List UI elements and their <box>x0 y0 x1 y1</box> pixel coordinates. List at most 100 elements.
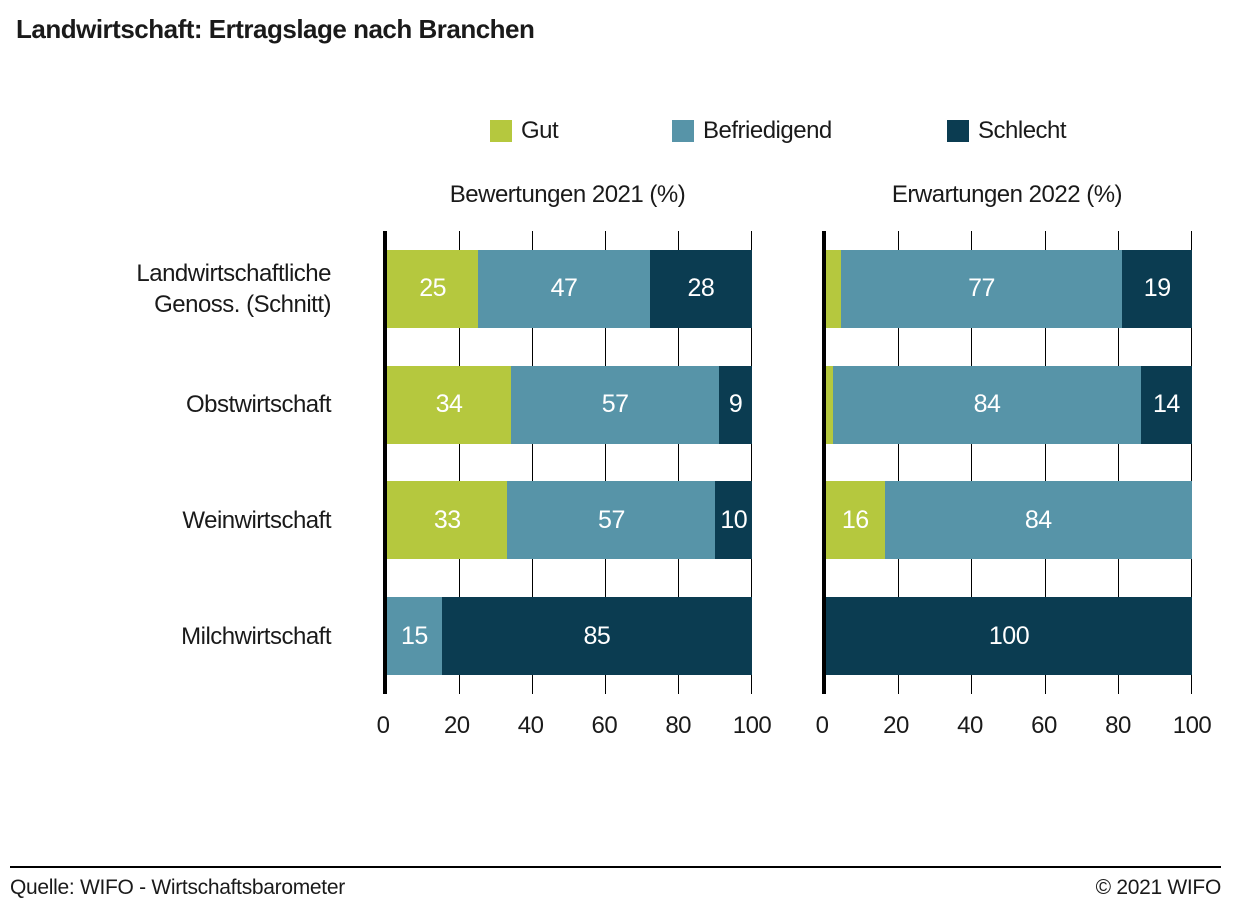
bar-segment-gut: 33 <box>387 481 508 560</box>
legend-item-befriedigend: Befriedigend <box>672 117 832 145</box>
bar-segment-schlecht: 9 <box>719 365 752 444</box>
bar-value-label: 47 <box>550 274 578 303</box>
bar-segment-gut: 25 <box>387 249 479 328</box>
bar-segment-befriedigend: 84 <box>884 481 1192 560</box>
category-labels: Landwirtschaftliche Genoss. (Schnitt) Obst… <box>0 231 383 694</box>
bar-value-label: 84 <box>973 390 1001 419</box>
gridline <box>1191 231 1192 694</box>
stacked-bar: 33 57 10 <box>387 481 752 560</box>
legend-label: Gut <box>521 117 559 144</box>
bar-value-label: 19 <box>1143 274 1171 303</box>
x-tick-label: 20 <box>443 712 470 739</box>
panel-headers: Bewertungen 2021 (%) Erwartungen 2022 (%… <box>0 181 1233 209</box>
bar-value-label: 10 <box>720 505 748 534</box>
bar-segment-befriedigend: 84 <box>833 365 1141 444</box>
bar-segment-schlecht: 10 <box>715 481 752 560</box>
stacked-bar: 84 14 <box>826 365 1192 444</box>
bar-value-label: 25 <box>419 274 447 303</box>
bar-segment-befriedigend: 57 <box>507 481 716 560</box>
x-tick-label: 40 <box>957 712 983 739</box>
legend: Gut Befriedigend Schlecht <box>0 117 1233 145</box>
chart-body: Landwirtschaftliche Genoss. (Schnitt) Obst… <box>0 231 1233 694</box>
bar-segment-schlecht: 85 <box>441 597 752 676</box>
category-label-line: Genoss. (Schnitt) <box>154 290 331 318</box>
x-tick-label: 60 <box>1031 712 1057 739</box>
panel-gap <box>752 231 822 694</box>
legend-item-gut: Gut <box>490 117 559 145</box>
legend-swatch-icon <box>947 120 969 142</box>
bar-value-label: 33 <box>433 505 461 534</box>
x-axis-2021: 0 20 40 60 80 100 <box>377 712 772 744</box>
stacked-bar: 15 85 <box>387 597 752 676</box>
bar-row: 33 57 10 <box>387 463 752 579</box>
bar-segment-befriedigend: 57 <box>511 365 720 444</box>
legend-swatch-icon <box>672 120 694 142</box>
bar-value-label: 85 <box>583 621 611 650</box>
bar-row: 34 57 9 <box>387 347 752 463</box>
header-spacer <box>0 181 383 209</box>
stacked-bar: 25 47 28 <box>387 249 752 328</box>
panel-bewertungen-2021: 25 47 28 34 57 9 33 57 10 15 85 <box>383 231 752 694</box>
stacked-bar: 34 57 9 <box>387 365 752 444</box>
stacked-bar: 77 19 <box>826 249 1192 328</box>
bar-value-label: 9 <box>728 390 743 419</box>
source-text: Quelle: WIFO - Wirtschaftsbarometer <box>10 876 345 899</box>
bar-value-label: 84 <box>1024 505 1052 534</box>
copyright-text: © 2021 WIFO <box>1095 876 1222 899</box>
gridline <box>971 231 973 694</box>
bar-value-label: 100 <box>988 621 1030 650</box>
bar-row: 25 47 28 <box>387 231 752 347</box>
category-label: Milchwirtschaft <box>0 578 383 694</box>
stacked-bar: 16 84 <box>826 481 1192 560</box>
category-label: Obstwirtschaft <box>0 347 383 463</box>
bar-segment-befriedigend: 47 <box>478 249 650 328</box>
x-axis-row: 0 20 40 60 80 100 0 20 40 60 80 100 <box>0 712 1233 744</box>
panel-header-bewertungen-2021: Bewertungen 2021 (%) <box>449 181 686 208</box>
legend-swatch-icon <box>490 120 512 142</box>
category-label-line: Weinwirtschaft <box>182 506 331 534</box>
category-label: Landwirtschaftliche Genoss. (Schnitt) <box>0 231 383 347</box>
legend-label: Schlecht <box>978 117 1067 144</box>
bar-segment-schlecht: 14 <box>1140 365 1192 444</box>
bar-row: 15 85 <box>387 578 752 694</box>
bar-segment-befriedigend: 77 <box>840 249 1123 328</box>
gridline <box>898 231 900 694</box>
bar-value-label: 16 <box>841 505 869 534</box>
gridline <box>1044 231 1046 694</box>
bar-value-label: 14 <box>1152 390 1180 419</box>
legend-item-schlecht: Schlecht <box>947 117 1067 145</box>
x-tick-label: 20 <box>883 712 909 739</box>
bar-segment-schlecht: 100 <box>826 597 1192 676</box>
gridline <box>678 231 679 694</box>
panel-erwartungen-2022: 77 19 84 14 16 84 100 <box>822 231 1192 694</box>
bar-segment-gut: 34 <box>387 365 512 444</box>
category-label-line: Milchwirtschaft <box>181 622 331 650</box>
bar-segment-gut <box>826 365 834 444</box>
bar-segment-gut <box>826 249 841 328</box>
legend-label: Befriedigend <box>703 117 832 144</box>
bar-row: 100 <box>826 578 1192 694</box>
gridline <box>459 231 460 694</box>
bar-value-label: 15 <box>400 621 428 650</box>
gridline <box>751 231 752 694</box>
bar-value-label: 57 <box>601 390 629 419</box>
x-axis-2022: 0 20 40 60 80 100 <box>816 712 1212 744</box>
gridline <box>532 231 533 694</box>
x-tick-label: 0 <box>376 712 390 739</box>
bar-segment-gut: 16 <box>826 481 885 560</box>
bar-row: 84 14 <box>826 347 1192 463</box>
category-label-line: Obstwirtschaft <box>185 391 332 419</box>
chart-title: Landwirtschaft: Ertragslage nach Branche… <box>16 14 535 44</box>
panel-header-erwartungen-2022: Erwartungen 2022 (%) <box>891 181 1123 208</box>
x-tick-label: 40 <box>517 712 544 739</box>
gridline <box>1117 231 1119 694</box>
bar-segment-schlecht: 28 <box>649 249 752 328</box>
x-tick-label: 0 <box>815 712 829 739</box>
bar-value-label: 77 <box>968 274 995 303</box>
panel-gap <box>752 181 822 209</box>
x-axis-spacer <box>0 712 383 744</box>
bar-segment-schlecht: 19 <box>1122 249 1192 328</box>
x-tick-label: 100 <box>1172 712 1212 739</box>
bar-value-label: 28 <box>687 274 715 303</box>
x-tick-label: 80 <box>665 712 692 739</box>
